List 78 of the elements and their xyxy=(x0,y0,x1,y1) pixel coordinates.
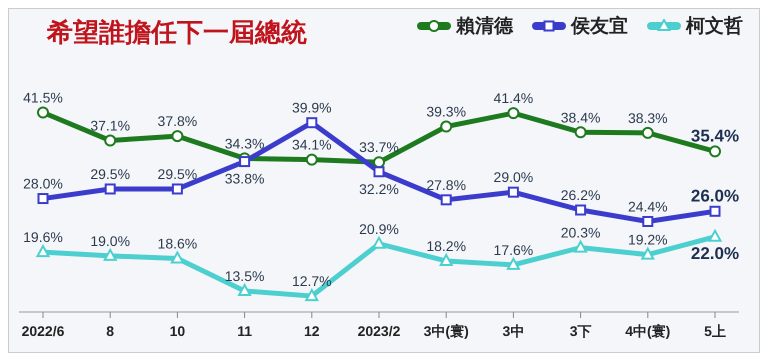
data-label: 20.3% xyxy=(560,224,600,241)
legend-label: 侯友宜 xyxy=(570,14,628,39)
data-label: 39.3% xyxy=(426,104,466,120)
data-label: 37.8% xyxy=(158,113,198,130)
point xyxy=(104,134,116,147)
point xyxy=(506,258,520,270)
data-label: 28.0% xyxy=(23,176,63,192)
point xyxy=(36,245,50,258)
point xyxy=(440,254,453,266)
data-label: 39.9% xyxy=(292,100,332,116)
x-tick-label: 11 xyxy=(237,322,252,339)
point xyxy=(708,230,722,242)
legend-label: 賴清德 xyxy=(454,14,513,39)
point xyxy=(170,251,184,264)
data-label: 19.2% xyxy=(628,232,668,248)
x-tick-label: 5上 xyxy=(704,322,726,339)
x-tick-label: 3中 xyxy=(502,322,524,339)
data-label: 27.8% xyxy=(426,176,466,193)
data-label: 29.5% xyxy=(158,166,198,182)
data-label: 20.9% xyxy=(359,220,399,237)
data-label: 33.7% xyxy=(359,139,399,156)
data-label: 38.3% xyxy=(628,110,668,126)
data-label: 35.4% xyxy=(690,126,740,146)
data-label: 34.3% xyxy=(224,135,264,152)
x-tick-label: 2023/2 xyxy=(358,322,401,339)
x-tick-label: 2022/6 xyxy=(22,322,65,339)
x-tick-label: 10 xyxy=(170,322,186,339)
data-label: 41.5% xyxy=(23,89,63,106)
x-tick-label: 3中(寰) xyxy=(424,322,469,339)
point xyxy=(507,107,520,120)
point xyxy=(574,240,588,253)
point xyxy=(374,166,384,178)
point xyxy=(574,126,587,138)
data-label: 38.4% xyxy=(560,109,600,126)
data-label: 34.1% xyxy=(292,136,332,153)
data-label: 19.6% xyxy=(23,229,63,246)
point xyxy=(440,194,452,206)
data-label: 18.2% xyxy=(426,238,466,254)
data-label: 26.2% xyxy=(560,187,600,204)
point xyxy=(104,183,116,194)
point xyxy=(238,284,252,296)
data-label: 18.6% xyxy=(158,235,198,252)
point xyxy=(239,156,250,168)
point xyxy=(575,204,586,216)
point xyxy=(642,126,654,139)
data-label: 19.0% xyxy=(90,232,130,249)
point xyxy=(508,186,519,198)
data-label: 29.0% xyxy=(494,169,534,186)
x-tick-label: 8 xyxy=(106,322,114,339)
data-label: 29.5% xyxy=(90,166,130,182)
data-label: 22.0% xyxy=(690,244,740,263)
point xyxy=(306,154,318,166)
point xyxy=(171,130,184,142)
data-label: 13.5% xyxy=(224,268,264,284)
point xyxy=(372,236,386,249)
data-label: 41.4% xyxy=(494,90,534,106)
point xyxy=(306,117,318,128)
x-tick-label: 3下 xyxy=(570,322,592,339)
point xyxy=(709,145,721,158)
x-tick-label: 12 xyxy=(304,322,320,339)
point xyxy=(104,248,117,261)
data-label: 26.0% xyxy=(690,186,740,206)
point xyxy=(642,216,654,227)
point xyxy=(172,183,183,194)
data-label: 17.6% xyxy=(494,242,534,258)
data-label: 32.2% xyxy=(359,180,399,197)
point xyxy=(305,289,318,302)
legend-label: 柯文哲 xyxy=(684,14,743,39)
point xyxy=(38,193,48,204)
chart-title: 希望誰擔任下一屆總統 xyxy=(47,17,307,50)
point xyxy=(641,248,654,260)
data-label: 37.1% xyxy=(90,118,130,134)
x-tick-label: 4中(寰) xyxy=(625,322,670,339)
data-label: 33.8% xyxy=(224,170,264,187)
point xyxy=(710,206,720,217)
point xyxy=(440,120,452,133)
point xyxy=(37,106,49,118)
data-label: 24.4% xyxy=(628,198,668,214)
